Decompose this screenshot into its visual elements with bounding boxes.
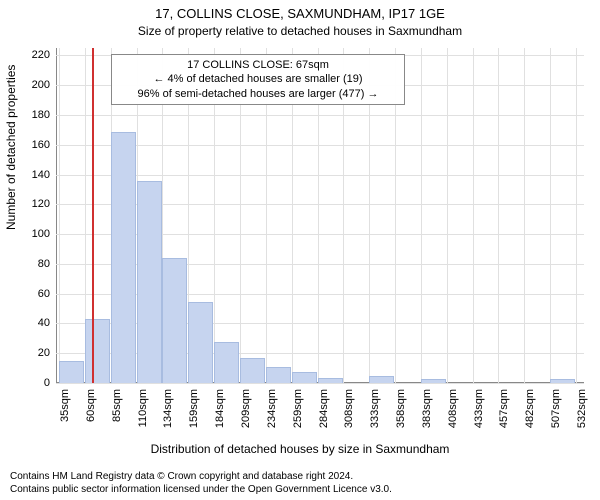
gridline-v (421, 48, 422, 383)
histogram-bar (188, 302, 213, 383)
x-tick-label: 532sqm (576, 389, 588, 428)
histogram-bar (369, 376, 394, 383)
x-tick-label: 234sqm (266, 389, 278, 428)
y-tick-label: 180 (32, 109, 50, 121)
gridline-v (550, 48, 551, 383)
histogram-bar (111, 132, 136, 383)
x-tick-label: 308sqm (343, 389, 355, 428)
annotation-line: 17 COLLINS CLOSE: 67sqm (118, 58, 398, 72)
x-tick-label: 457sqm (498, 389, 510, 428)
x-tick-label: 85sqm (111, 389, 123, 422)
y-tick-label: 220 (32, 49, 50, 61)
chart-container: 17, COLLINS CLOSE, SAXMUNDHAM, IP17 1GE … (0, 0, 600, 500)
y-tick-label: 160 (32, 139, 50, 151)
x-tick-label: 60sqm (85, 389, 97, 422)
y-tick-label: 200 (32, 79, 50, 91)
histogram-bar (318, 378, 343, 383)
histogram-bar (550, 379, 575, 383)
x-axis-label: Distribution of detached houses by size … (0, 442, 600, 456)
x-tick-label: 184sqm (214, 389, 226, 428)
x-tick-label: 482sqm (524, 389, 536, 428)
chart-title-main: 17, COLLINS CLOSE, SAXMUNDHAM, IP17 1GE (0, 6, 600, 21)
y-tick-label: 0 (44, 377, 50, 389)
x-tick-label: 333sqm (369, 389, 381, 428)
gridline-v (524, 48, 525, 383)
gridline-h (56, 115, 584, 116)
annotation-line: ← 4% of detached houses are smaller (19) (118, 72, 398, 86)
gridline-v (576, 48, 577, 383)
y-tick-label: 60 (38, 288, 50, 300)
histogram-bar (292, 372, 317, 383)
y-axis-label: Number of detached properties (4, 65, 18, 230)
y-tick-label: 140 (32, 169, 50, 181)
footer-line-1: Contains HM Land Registry data © Crown c… (10, 470, 392, 483)
y-tick-label: 100 (32, 228, 50, 240)
y-axis-line (56, 48, 57, 383)
histogram-bar (137, 181, 162, 383)
histogram-bar (421, 379, 446, 383)
chart-footer: Contains HM Land Registry data © Crown c… (10, 470, 392, 496)
x-tick-label: 433sqm (473, 389, 485, 428)
gridline-v (498, 48, 499, 383)
histogram-bar (85, 319, 110, 383)
histogram-bar (240, 358, 265, 383)
annotation-box: 17 COLLINS CLOSE: 67sqm← 4% of detached … (111, 54, 405, 105)
gridline-v (473, 48, 474, 383)
gridline-h (56, 383, 584, 384)
x-tick-label: 383sqm (421, 389, 433, 428)
x-tick-label: 284sqm (318, 389, 330, 428)
x-tick-label: 259sqm (292, 389, 304, 428)
x-tick-label: 507sqm (550, 389, 562, 428)
x-tick-label: 209sqm (240, 389, 252, 428)
histogram-bar (59, 361, 84, 383)
x-tick-label: 358sqm (395, 389, 407, 428)
x-tick-label: 110sqm (137, 389, 149, 427)
footer-line-2: Contains public sector information licen… (10, 483, 392, 496)
x-tick-label: 134sqm (162, 389, 174, 428)
plot-area: 02040608010012014016018020022035sqm60sqm… (56, 48, 584, 383)
gridline-v (447, 48, 448, 383)
x-tick-label: 159sqm (188, 389, 200, 428)
y-tick-label: 40 (38, 317, 50, 329)
y-tick-label: 80 (38, 258, 50, 270)
chart-title-sub: Size of property relative to detached ho… (0, 24, 600, 38)
x-tick-label: 408sqm (447, 389, 459, 428)
histogram-bar (214, 342, 239, 383)
histogram-bar (162, 258, 187, 383)
annotation-line: 96% of semi-detached houses are larger (… (118, 87, 398, 101)
y-tick-label: 120 (32, 198, 50, 210)
gridline-v (59, 48, 60, 383)
y-tick-label: 20 (38, 347, 50, 359)
reference-marker-line (92, 48, 94, 383)
x-tick-label: 35sqm (59, 389, 71, 422)
histogram-bar (266, 367, 291, 383)
